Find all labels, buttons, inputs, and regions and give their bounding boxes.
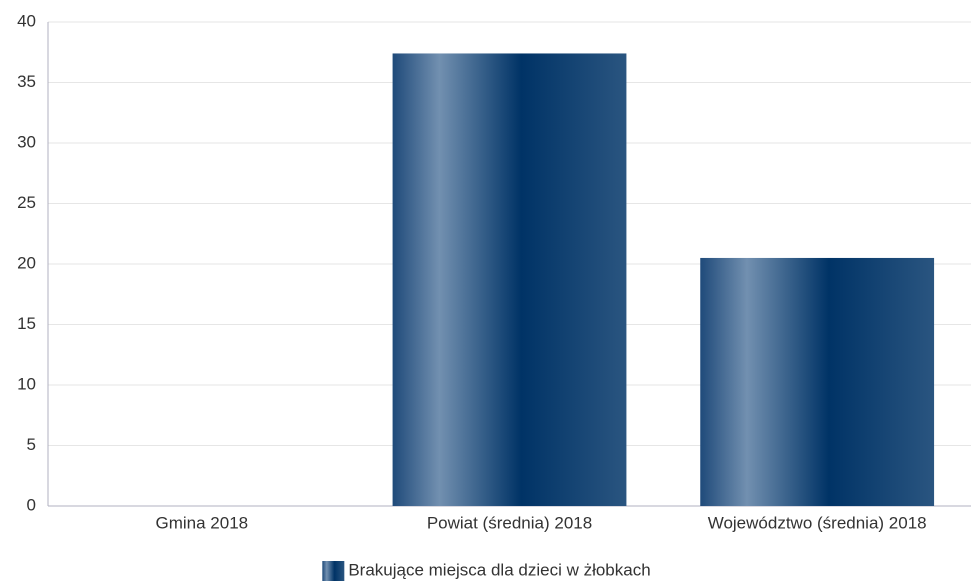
bar — [392, 53, 627, 507]
y-tick-label: 20 — [17, 253, 36, 272]
bar — [700, 257, 935, 506]
y-tick-label: 15 — [17, 314, 36, 333]
x-tick-label: Gmina 2018 — [156, 513, 249, 532]
y-tick-label: 10 — [17, 374, 36, 393]
y-tick-label: 25 — [17, 193, 36, 212]
legend-label: Brakujące miejsca dla dzieci w żłobkach — [348, 560, 650, 579]
x-tick-label: Województwo (średnia) 2018 — [708, 513, 927, 532]
y-tick-label: 0 — [27, 495, 36, 514]
y-tick-label: 30 — [17, 132, 36, 151]
y-tick-label: 5 — [27, 435, 36, 454]
legend-swatch — [322, 561, 345, 581]
y-tick-label: 35 — [17, 72, 36, 91]
y-tick-label: 40 — [17, 11, 36, 30]
x-tick-label: Powiat (średnia) 2018 — [427, 513, 592, 532]
